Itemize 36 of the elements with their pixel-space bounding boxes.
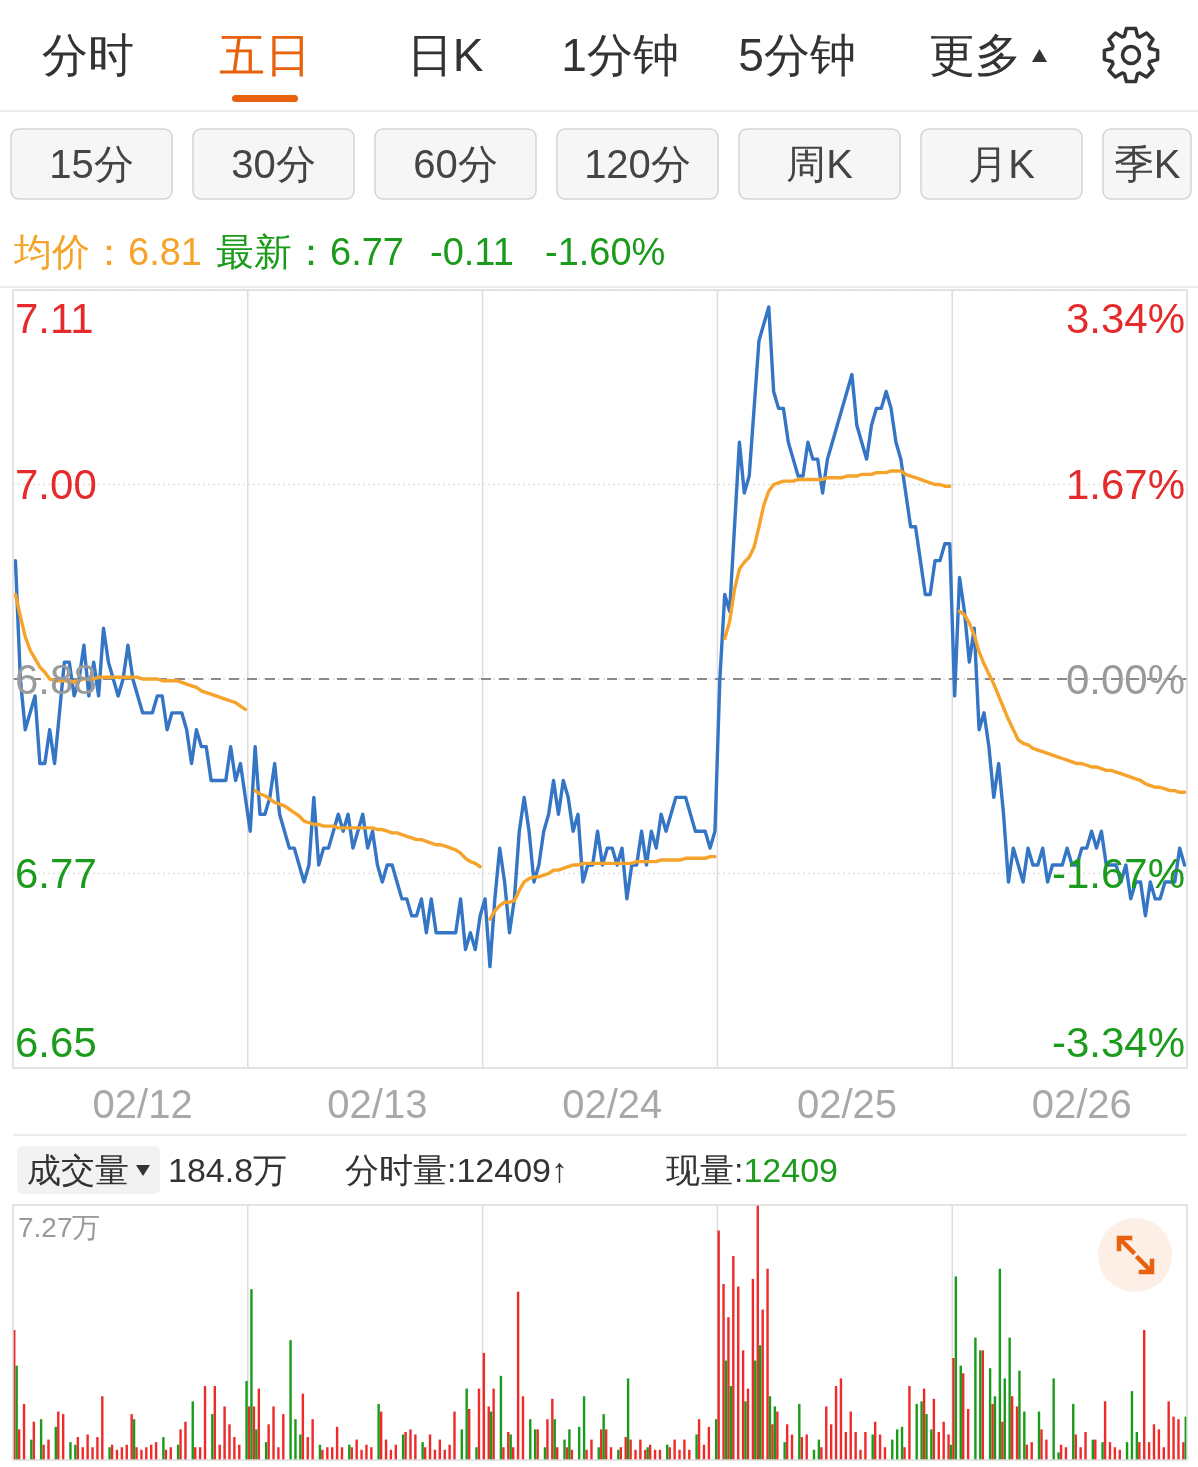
text: 更多 [929,29,1021,81]
y-tick-label: 7.11 [15,294,94,342]
text: 120分 [584,142,691,186]
text: 分时量:12409↑ [345,1151,568,1189]
x-tick-label: 02/25 [796,1082,898,1126]
text: 五日 [219,29,311,81]
text: 日K [406,29,484,81]
y2-tick-label: 0.00% [1065,655,1185,703]
y-tick-label: 7.00 [15,461,97,508]
text: 周K [786,142,854,186]
text: 分时 [42,29,134,81]
text: 12409 [743,1151,838,1189]
text: 现量: [666,1151,744,1189]
text: 184.8万 [168,1151,288,1189]
text: 60分 [413,142,498,186]
x-tick-label: 02/26 [1031,1082,1132,1126]
text: 15分 [49,142,134,186]
text: -1.60% [545,231,666,273]
text: 均价：6.81 [13,231,202,273]
text: 最新：6.77 [216,231,404,273]
text: 5分钟 [738,29,856,81]
x-tick-label: 02/24 [562,1082,663,1126]
y-tick-label: 6.77 [15,850,97,897]
text: 季K [1113,142,1181,186]
text: 30分 [231,142,316,186]
y-tick-label: 6.65 [15,1018,97,1066]
y2-tick-label: 1.67% [1065,461,1185,508]
text: -0.11 [430,231,514,273]
text: 1分钟 [561,29,679,81]
x-tick-label: 02/12 [92,1082,193,1126]
y2-tick-label: 3.34% [1065,294,1185,342]
x-tick-label: 02/13 [327,1082,428,1126]
text: 成交量 [27,1151,129,1189]
y2-tick-label: -3.34% [1051,1018,1185,1066]
annotation: 7.27万 [18,1211,101,1243]
text: 月K [968,142,1036,186]
